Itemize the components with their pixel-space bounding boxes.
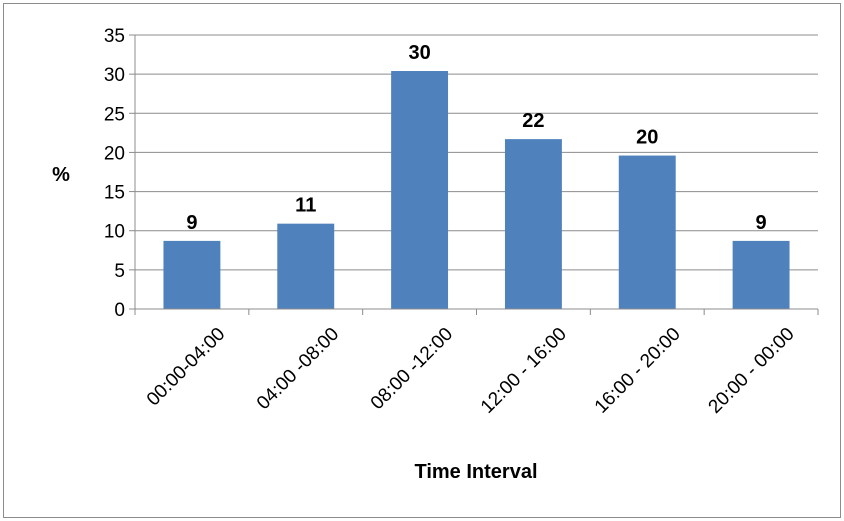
data-label: 30 <box>408 42 430 64</box>
bar <box>277 223 335 309</box>
gridlines <box>135 34 818 271</box>
y-tick-label: 30 <box>104 65 125 86</box>
data-labels: 9 11 30 22 20 9 <box>186 42 766 234</box>
y-tick-label: 35 <box>104 26 125 47</box>
bar <box>163 240 221 309</box>
x-tick-label: 08:00 -12:00 <box>367 324 457 414</box>
bars <box>163 71 790 309</box>
axes <box>129 34 819 315</box>
y-tick-label: 10 <box>104 222 125 243</box>
data-label: 22 <box>522 110 544 132</box>
y-tick-label: 20 <box>104 143 125 164</box>
data-label: 9 <box>186 212 197 234</box>
bar <box>391 71 449 309</box>
x-tick-label: 12:00 - 16:00 <box>477 324 571 418</box>
bar <box>618 155 676 309</box>
x-tick-label: 04:00 -08:00 <box>253 324 343 414</box>
x-axis-title: Time Interval <box>414 461 537 483</box>
bar <box>732 240 790 309</box>
x-tick-label: 20:00 - 00:00 <box>705 324 799 418</box>
x-tick-labels: 00:00-04:00 04:00 -08:00 08:00 -12:00 12:00… <box>143 324 799 418</box>
y-tick-labels: 0 5 10 15 20 25 30 35 <box>104 26 125 321</box>
bar <box>504 139 562 309</box>
y-tick-label: 15 <box>104 183 125 204</box>
y-tick-label: 25 <box>104 104 125 125</box>
data-label: 11 <box>295 195 316 217</box>
y-axis-title: % <box>52 164 70 186</box>
y-tick-label: 5 <box>114 261 125 282</box>
y-tick-label: 0 <box>114 300 125 321</box>
x-tick-label: 00:00-04:00 <box>143 324 230 411</box>
x-tick-label: 16:00 - 20:00 <box>591 324 685 418</box>
data-label: 9 <box>756 212 767 234</box>
data-label: 20 <box>636 127 658 149</box>
